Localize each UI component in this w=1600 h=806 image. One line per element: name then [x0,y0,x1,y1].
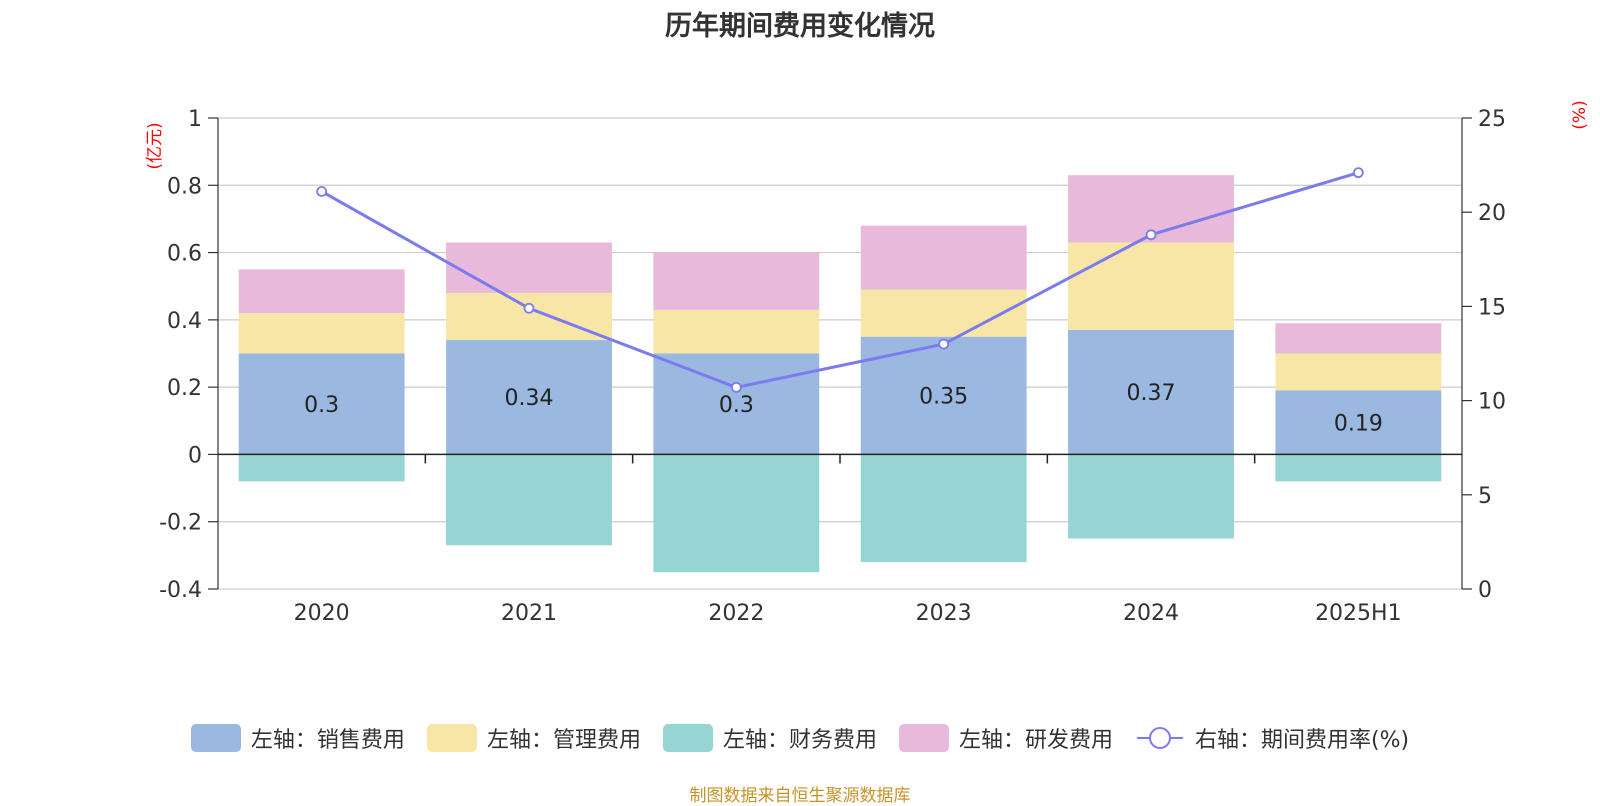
bar-segment [238,454,405,482]
rate-point [938,338,950,350]
bar-segment [1275,390,1442,455]
legend-item[interactable]: 左轴：财务费用 [662,722,877,754]
legend-item[interactable]: 左轴：销售费用 [190,722,405,754]
category-label: 2023 [916,601,972,626]
category-label: 2024 [1123,601,1179,626]
legend-swatch [426,724,477,752]
left-tick-label: 0.8 [167,174,202,199]
bar-segment [653,454,820,573]
left-tick-label: 0 [188,443,202,468]
axes: 1 0.8 0.6 0.4 0.2 0 -0.2 -0.4 25 20 15 10 5 0 2020 2021… [159,107,1506,626]
rate-point [1352,167,1364,179]
bar-segment [653,353,820,455]
bar-segment [238,313,405,354]
bar-segment [1275,323,1442,354]
legend-swatch [662,724,713,752]
bar-segment [1068,454,1234,539]
right-axis-unit: (%) [1570,100,1590,129]
legend-swatch [898,724,949,752]
category-label: 2022 [708,601,764,626]
bar-segment [1068,242,1234,330]
right-tick-label: 15 [1478,295,1506,320]
category-label: 2020 [294,601,350,626]
source-note: 制图数据来自恒生聚源数据库 [689,786,911,806]
grid-lines [218,117,1462,590]
bar-value-label: 0.34 [505,386,554,411]
left-tick-label: -0.2 [159,511,202,536]
left-tick-label: 0.2 [167,376,202,401]
legend-item[interactable]: 左轴：研发费用 [898,722,1113,754]
legend-line-swatch [1136,727,1183,749]
left-tick-label: 0.6 [167,242,202,267]
rate-point [316,186,328,197]
left-tick-label: 0.4 [167,309,202,334]
legend: 左轴：销售费用 左轴：管理费用 左轴：财务费用 左轴：研发费用 右轴：期间费用率(%) [0,722,1600,754]
bar-segment [238,353,405,455]
right-tick-label: 20 [1478,201,1506,226]
bar-segment [446,340,612,455]
bar-segment [1068,329,1234,455]
bar-segment [653,252,820,310]
legend-item[interactable]: 左轴：管理费用 [426,722,641,754]
bar-segment [446,454,612,546]
bar-segment [860,454,1027,563]
left-axis-unit: (亿元) [145,122,165,169]
right-tick-label: 25 [1478,107,1506,132]
bar-segment [860,289,1027,337]
category-label: 2021 [501,601,557,626]
bar-segment [238,269,405,314]
bar-value-label: 0.37 [1127,381,1176,406]
left-tick-label: 1 [188,107,202,132]
bar-segment [860,225,1027,290]
rate-point [523,302,535,314]
rate-line [316,167,1364,393]
legend-label: 左轴：管理费用 [486,728,641,753]
bar-value-label: 0.19 [1334,411,1383,436]
legend-swatch [190,724,241,752]
rate-point [1145,229,1157,241]
bar-segment [653,309,820,354]
bar-segment [1275,454,1442,482]
legend-label: 左轴：研发费用 [958,728,1113,753]
bar-value-label: 0.3 [719,393,754,418]
chart-title: 历年期间费用变化情况 [665,11,935,42]
legend-label: 左轴：销售费用 [250,728,405,753]
bar-segment [1275,353,1442,391]
right-tick-label: 5 [1478,484,1492,509]
legend-label: 左轴：财务费用 [722,728,877,753]
legend-label: 右轴：期间费用率(%) [1194,728,1410,753]
bars [238,175,1442,573]
legend-item[interactable]: 右轴：期间费用率(%) [1135,722,1409,754]
left-tick-label: -0.4 [159,578,202,603]
bar-value-label: 0.3 [304,393,339,418]
rate-line-path [320,171,1359,389]
right-tick-label: 10 [1478,390,1506,415]
bar-segment [446,292,612,341]
rate-point [730,382,742,393]
right-tick-label: 0 [1478,578,1492,603]
bar-value-label: 0.35 [919,385,968,410]
category-label: 2025H1 [1315,601,1402,626]
bar-segment [446,242,612,293]
data-labels: 0.3 0.34 0.3 0.35 0.37 0.19 [304,381,1383,436]
